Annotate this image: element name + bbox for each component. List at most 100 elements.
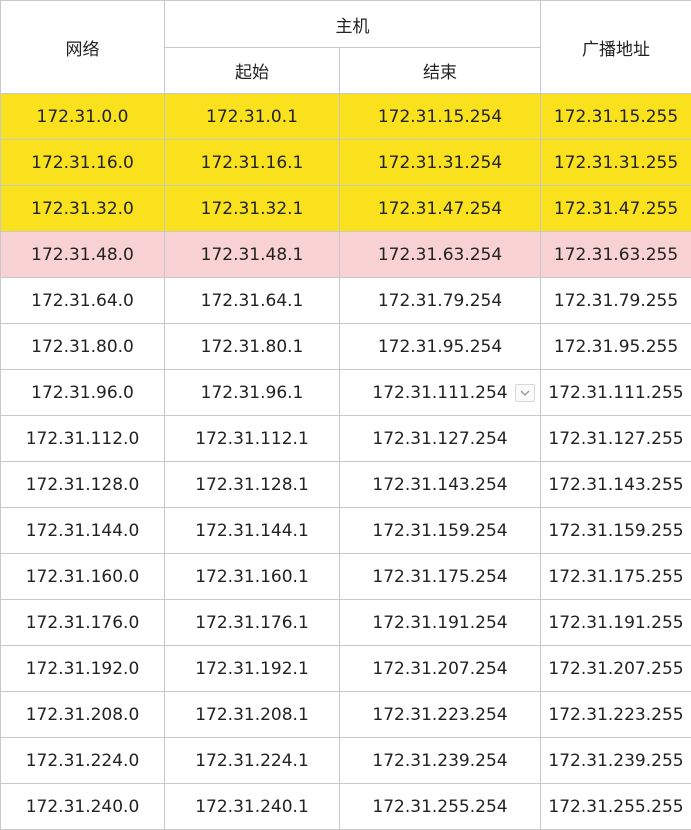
cell-host-end[interactable]: 172.31.79.254	[340, 278, 541, 324]
cell-host-end[interactable]: 172.31.207.254	[340, 646, 541, 692]
cell-broadcast-text: 172.31.255.255	[548, 797, 683, 817]
cell-host-start[interactable]: 172.31.192.1	[165, 646, 340, 692]
cell-network[interactable]: 172.31.240.0	[1, 784, 165, 830]
cell-network[interactable]: 172.31.96.0	[1, 370, 165, 416]
cell-host-start[interactable]: 172.31.160.1	[165, 554, 340, 600]
cell-host-start-text: 172.31.96.1	[201, 383, 304, 403]
cell-broadcast[interactable]: 172.31.127.255	[541, 416, 691, 462]
cell-host-start[interactable]: 172.31.16.1	[165, 140, 340, 186]
cell-broadcast[interactable]: 172.31.31.255	[541, 140, 691, 186]
cell-network-text: 172.31.240.0	[26, 797, 140, 817]
cell-host-end[interactable]: 172.31.95.254	[340, 324, 541, 370]
cell-broadcast[interactable]: 172.31.159.255	[541, 508, 691, 554]
cell-broadcast[interactable]: 172.31.95.255	[541, 324, 691, 370]
cell-host-start[interactable]: 172.31.208.1	[165, 692, 340, 738]
cell-host-end[interactable]: 172.31.223.254	[340, 692, 541, 738]
table-row: 172.31.96.0 172.31.96.1 172.31.111.254 172.…	[1, 370, 691, 416]
cell-host-end[interactable]: 172.31.127.254	[340, 416, 541, 462]
cell-network[interactable]: 172.31.112.0	[1, 416, 165, 462]
cell-broadcast[interactable]: 172.31.239.255	[541, 738, 691, 784]
cell-host-end[interactable]: 172.31.255.254	[340, 784, 541, 830]
cell-host-start[interactable]: 172.31.0.1	[165, 94, 340, 140]
cell-host-end[interactable]: 172.31.143.254	[340, 462, 541, 508]
cell-network[interactable]: 172.31.160.0	[1, 554, 165, 600]
cell-host-start[interactable]: 172.31.96.1	[165, 370, 340, 416]
cell-dropdown-button[interactable]	[515, 384, 535, 402]
cell-broadcast-text: 172.31.47.255	[554, 199, 678, 219]
header-broadcast: 广播地址	[541, 1, 691, 94]
cell-network[interactable]: 172.31.176.0	[1, 600, 165, 646]
chevron-down-icon	[520, 390, 530, 396]
cell-host-end-text: 172.31.79.254	[378, 291, 502, 311]
cell-host-end[interactable]: 172.31.159.254	[340, 508, 541, 554]
cell-network-text: 172.31.224.0	[26, 751, 140, 771]
header-row-top: 网络 主机 广播地址	[1, 1, 691, 48]
cell-broadcast-text: 172.31.159.255	[548, 521, 683, 541]
cell-broadcast[interactable]: 172.31.223.255	[541, 692, 691, 738]
cell-network-text: 172.31.16.0	[31, 153, 134, 173]
cell-network[interactable]: 172.31.64.0	[1, 278, 165, 324]
cell-broadcast[interactable]: 172.31.207.255	[541, 646, 691, 692]
cell-network[interactable]: 172.31.80.0	[1, 324, 165, 370]
cell-broadcast[interactable]: 172.31.191.255	[541, 600, 691, 646]
cell-network[interactable]: 172.31.192.0	[1, 646, 165, 692]
cell-host-end[interactable]: 172.31.15.254	[340, 94, 541, 140]
cell-broadcast[interactable]: 172.31.15.255	[541, 94, 691, 140]
cell-host-end[interactable]: 172.31.111.254	[340, 370, 541, 416]
cell-network[interactable]: 172.31.208.0	[1, 692, 165, 738]
cell-host-start[interactable]: 172.31.176.1	[165, 600, 340, 646]
cell-host-end[interactable]: 172.31.31.254	[340, 140, 541, 186]
cell-host-start[interactable]: 172.31.224.1	[165, 738, 340, 784]
cell-host-end[interactable]: 172.31.63.254	[340, 232, 541, 278]
cell-host-start[interactable]: 172.31.128.1	[165, 462, 340, 508]
cell-host-end-text: 172.31.111.254	[372, 383, 507, 403]
cell-network[interactable]: 172.31.0.0	[1, 94, 165, 140]
cell-broadcast-text: 172.31.15.255	[554, 107, 678, 127]
cell-host-start[interactable]: 172.31.112.1	[165, 416, 340, 462]
cell-host-end[interactable]: 172.31.47.254	[340, 186, 541, 232]
cell-host-start[interactable]: 172.31.64.1	[165, 278, 340, 324]
cell-network-text: 172.31.48.0	[31, 245, 134, 265]
cell-network[interactable]: 172.31.128.0	[1, 462, 165, 508]
cell-host-start[interactable]: 172.31.80.1	[165, 324, 340, 370]
cell-network-text: 172.31.80.0	[31, 337, 134, 357]
cell-host-start-text: 172.31.176.1	[195, 613, 309, 633]
cell-host-end[interactable]: 172.31.175.254	[340, 554, 541, 600]
cell-network[interactable]: 172.31.32.0	[1, 186, 165, 232]
cell-broadcast[interactable]: 172.31.255.255	[541, 784, 691, 830]
cell-broadcast[interactable]: 172.31.79.255	[541, 278, 691, 324]
cell-host-end[interactable]: 172.31.239.254	[340, 738, 541, 784]
cell-network[interactable]: 172.31.144.0	[1, 508, 165, 554]
cell-broadcast[interactable]: 172.31.143.255	[541, 462, 691, 508]
cell-network[interactable]: 172.31.16.0	[1, 140, 165, 186]
cell-network[interactable]: 172.31.224.0	[1, 738, 165, 784]
cell-broadcast[interactable]: 172.31.175.255	[541, 554, 691, 600]
cell-broadcast[interactable]: 172.31.111.255	[541, 370, 691, 416]
cell-broadcast-text: 172.31.175.255	[548, 567, 683, 587]
cell-network-text: 172.31.144.0	[26, 521, 140, 541]
cell-broadcast[interactable]: 172.31.63.255	[541, 232, 691, 278]
header-network: 网络	[1, 1, 165, 94]
cell-host-end-text: 172.31.95.254	[378, 337, 502, 357]
cell-host-start[interactable]: 172.31.240.1	[165, 784, 340, 830]
cell-network[interactable]: 172.31.48.0	[1, 232, 165, 278]
cell-host-start[interactable]: 172.31.32.1	[165, 186, 340, 232]
cell-broadcast-text: 172.31.143.255	[548, 475, 683, 495]
cell-host-start-text: 172.31.160.1	[195, 567, 309, 587]
cell-host-start[interactable]: 172.31.48.1	[165, 232, 340, 278]
cell-broadcast[interactable]: 172.31.47.255	[541, 186, 691, 232]
cell-host-end[interactable]: 172.31.191.254	[340, 600, 541, 646]
cell-host-end-text: 172.31.207.254	[372, 659, 507, 679]
cell-broadcast-text: 172.31.95.255	[554, 337, 678, 357]
cell-host-start[interactable]: 172.31.144.1	[165, 508, 340, 554]
cell-host-start-text: 172.31.80.1	[201, 337, 304, 357]
